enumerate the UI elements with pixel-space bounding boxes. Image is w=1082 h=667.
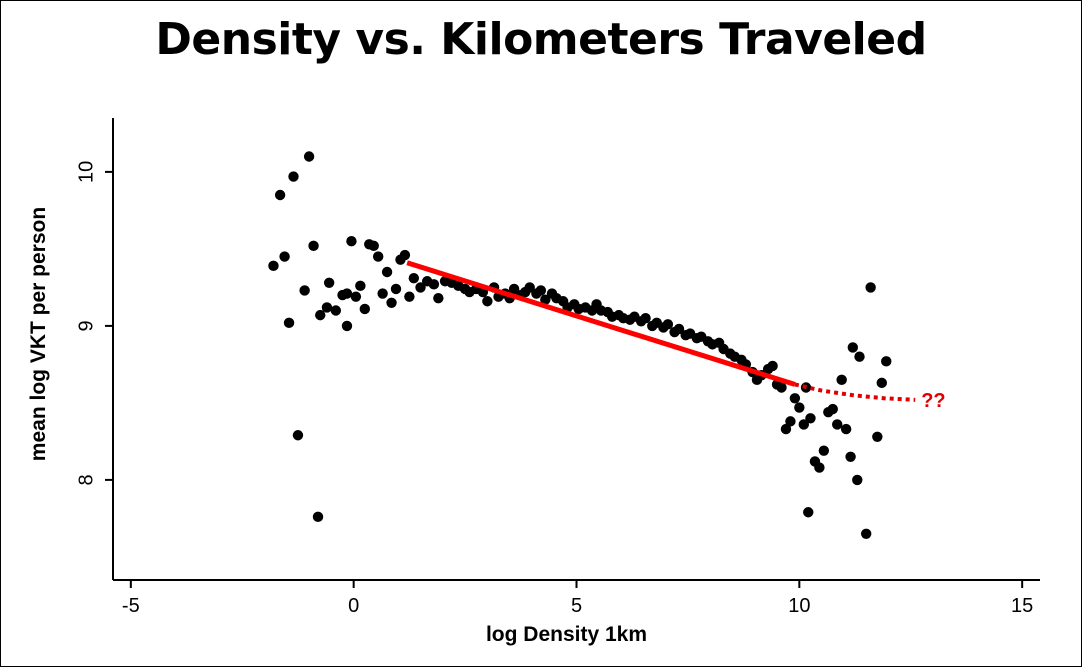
data-point <box>805 413 816 424</box>
data-point <box>876 377 887 389</box>
data-point <box>872 431 883 442</box>
data-point <box>789 393 801 404</box>
data-point <box>341 288 353 299</box>
data-point <box>377 288 388 299</box>
data-points <box>268 151 892 539</box>
data-point <box>299 285 310 296</box>
data-point <box>303 151 315 162</box>
data-point <box>390 283 402 295</box>
extrapolation-annotation: ?? <box>921 390 945 412</box>
x-axis-label: log Density 1km <box>486 623 647 646</box>
x-tick-label: 0 <box>348 595 359 617</box>
x-tick-label: 5 <box>571 595 582 617</box>
data-point <box>852 474 863 486</box>
data-point <box>640 313 651 324</box>
data-point <box>428 279 440 290</box>
data-point <box>524 282 535 293</box>
data-point <box>321 302 333 313</box>
data-point <box>845 451 856 462</box>
data-point <box>288 171 299 182</box>
data-point <box>827 403 838 415</box>
data-point <box>798 419 809 430</box>
data-point <box>368 240 379 252</box>
data-point <box>415 282 426 293</box>
data-point <box>780 423 792 435</box>
data-point <box>508 283 520 295</box>
data-point <box>847 342 859 353</box>
x-tick-label: 15 <box>1011 595 1033 617</box>
data-point <box>283 317 295 329</box>
y-tick-label: 10 <box>75 161 97 183</box>
data-point <box>359 303 371 315</box>
data-point <box>292 430 304 441</box>
data-point <box>433 292 444 304</box>
data-point <box>840 423 852 435</box>
y-axis-label: mean log VKT per person <box>27 207 50 461</box>
data-point <box>794 402 805 413</box>
data-point <box>860 528 872 539</box>
data-point <box>662 319 674 330</box>
data-point <box>350 291 362 302</box>
data-point <box>268 260 279 272</box>
chart-title: Density vs. Kilometers Traveled <box>155 14 927 65</box>
data-point <box>836 374 847 385</box>
y-tick-label: 9 <box>75 320 97 331</box>
data-point <box>399 249 411 261</box>
data-point <box>482 296 493 307</box>
data-point <box>355 280 366 292</box>
x-tick-label: -5 <box>122 595 140 617</box>
fit-line <box>406 260 796 387</box>
data-point <box>540 294 551 305</box>
data-point <box>323 277 335 288</box>
data-point <box>312 511 324 523</box>
data-point <box>341 320 353 332</box>
data-point <box>535 285 547 296</box>
data-point <box>315 309 326 321</box>
axes: -5 0 5 10 15 8 9 10 <box>75 118 1040 617</box>
data-point <box>346 236 357 247</box>
data-point <box>767 360 778 372</box>
data-point <box>372 251 384 262</box>
data-point <box>832 419 843 430</box>
extrapolation-line <box>794 382 916 402</box>
data-point <box>274 189 286 201</box>
data-point <box>673 323 685 335</box>
data-point <box>381 266 393 278</box>
data-point <box>308 240 319 252</box>
data-point <box>803 507 814 518</box>
data-point <box>386 297 397 308</box>
data-point <box>785 416 796 427</box>
data-point <box>330 305 342 316</box>
data-point <box>814 462 825 473</box>
data-point <box>818 445 830 456</box>
data-point <box>404 291 415 302</box>
fit-lines <box>406 260 916 402</box>
x-tick-label: 10 <box>788 595 810 617</box>
data-point <box>881 356 892 367</box>
data-point <box>865 282 876 293</box>
y-tick-label: 8 <box>75 474 97 485</box>
data-point <box>279 251 290 262</box>
data-point <box>408 272 420 284</box>
data-point <box>776 382 787 393</box>
data-point <box>854 351 865 362</box>
